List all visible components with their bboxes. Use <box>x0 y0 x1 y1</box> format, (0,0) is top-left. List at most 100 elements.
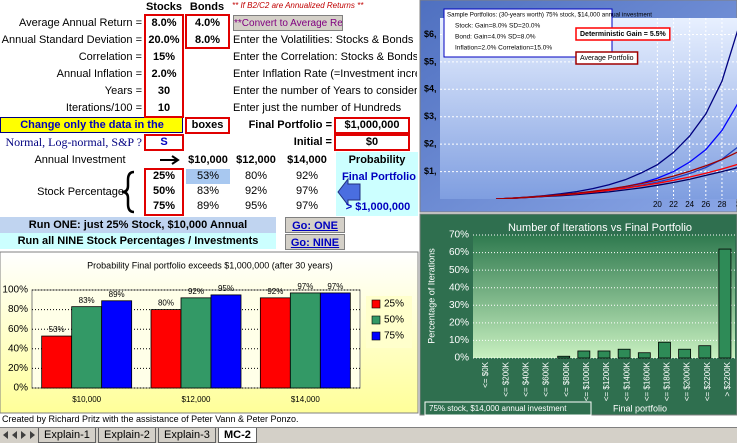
go-nine-button[interactable]: Go: NINE <box>285 234 345 250</box>
tab-nav[interactable] <box>0 428 38 442</box>
change-note-bg <box>0 117 183 133</box>
input-cell: 30 <box>157 85 171 97</box>
chart-title: Number of Iterations vs Final Portfolio <box>508 222 692 234</box>
bar <box>718 248 732 359</box>
bar <box>577 350 591 359</box>
legend <box>366 296 412 348</box>
final-value: $1,000,000 <box>344 119 400 131</box>
legend-box <box>575 51 639 65</box>
dist-value: S <box>160 136 168 148</box>
final-label: Final Portfolio = <box>248 119 332 131</box>
run-one-bg <box>0 217 276 233</box>
x-tick-label: $12,000 <box>182 395 211 404</box>
input-box <box>144 14 184 118</box>
input-cell: 2.0% <box>151 68 177 80</box>
legend-label: 75% <box>384 331 404 342</box>
y-tick-label: 0% <box>455 353 470 364</box>
note: ** If B2/C2 are Annualized Returns ** <box>232 1 364 10</box>
input-cell: 8.0% <box>151 17 177 29</box>
probability: 89% <box>196 200 220 212</box>
sheet-tab[interactable]: Explain-3 <box>158 428 216 443</box>
input-box <box>185 14 230 49</box>
input-cell: 15% <box>152 51 176 63</box>
row-label: Years = <box>104 85 142 97</box>
highlight-cell <box>186 169 230 184</box>
dist-label: Normal, Log-normal, S&P ? <box>5 135 142 149</box>
y-tick-label: $3, <box>424 111 437 121</box>
chart-area <box>419 0 737 213</box>
y-tick-label: 40% <box>8 343 28 354</box>
go-one-button[interactable]: Go: ONE <box>285 217 345 233</box>
value-label: 89% <box>109 290 125 299</box>
legend-label: Deterministic Gain = 5.5% <box>580 31 667 38</box>
row-label: Annual Inflation = <box>56 68 142 80</box>
line <box>495 151 737 199</box>
run-one-label: Run ONE: just 25% Stock, $10,000 Annual <box>28 219 248 231</box>
x-tick-label: $10,000 <box>72 395 101 404</box>
change-note: Change only the data in the <box>20 119 164 131</box>
investment: $12,000 <box>236 154 276 166</box>
legend-label: 50% <box>384 315 404 326</box>
column-header: Bonds <box>189 1 225 13</box>
arrow <box>160 155 180 165</box>
plot-area <box>31 289 361 389</box>
y-tick-label: $2, <box>424 139 437 149</box>
bar <box>259 297 291 389</box>
y-axis-label: Percentage of Iterations <box>426 248 436 344</box>
investment-label: Annual Investment <box>34 154 126 166</box>
x-tick-label: <= $1400K <box>622 361 631 401</box>
bar <box>210 294 242 389</box>
sheet-tab[interactable]: MC-2 <box>218 428 257 443</box>
hint: Enter the Volatilities: Stocks & Bonds <box>233 34 414 46</box>
probability: 97% <box>295 185 319 197</box>
hint: Enter Inflation Rate (=Investment increa… <box>233 68 417 80</box>
annotation: Stock: Gain=8.0% SD=20.0% <box>455 23 540 30</box>
row-label: Average Annual Return = <box>18 17 142 29</box>
sheet-tab[interactable]: Explain-2 <box>98 428 156 443</box>
input-box <box>334 117 410 134</box>
x-tick-label: $14,000 <box>291 395 320 404</box>
legend-label: Average Portfolio <box>580 55 634 62</box>
probability-label: Probability <box>348 154 406 166</box>
brace <box>121 170 135 214</box>
x-tick-label: 24 <box>685 200 694 209</box>
x-tick-label: <= $600K <box>542 361 551 396</box>
run-nine-label: Run all NINE Stock Percentages / Investm… <box>17 235 259 247</box>
sheet-shapes <box>121 155 361 214</box>
sheet-tabs: Explain-1 Explain-2 Explain-3 MC-2 <box>0 427 737 443</box>
value-label: 95% <box>218 284 234 293</box>
hint: Enter the Correlation: Stocks & Bonds <box>233 51 417 63</box>
annotation: Sample Portfolios: (30-years worth) 75% … <box>447 12 652 19</box>
input-cell: 10 <box>157 102 171 114</box>
y-tick-label: 70% <box>449 230 469 241</box>
line <box>495 167 737 199</box>
bar <box>557 355 571 359</box>
input-cell: 4.0% <box>194 17 221 29</box>
value-label: 80% <box>158 299 174 308</box>
y-tick-label: 50% <box>449 265 469 276</box>
legend-swatch <box>371 331 381 341</box>
credit: Created by Richard Pritz with the assist… <box>2 414 299 424</box>
y-tick-label: 60% <box>449 247 469 258</box>
y-tick-label: $6, <box>424 29 437 39</box>
legend-label: 25% <box>384 299 404 310</box>
bar <box>637 352 651 359</box>
hint: Enter just the number of Hundreds <box>233 102 402 114</box>
input-cell: 20.0% <box>148 34 180 46</box>
bar <box>289 292 321 389</box>
sheet-tab[interactable]: Explain-1 <box>38 428 96 443</box>
value-label: 97% <box>297 282 313 291</box>
x-tick-label: <= $1000K <box>582 361 591 401</box>
convert-button[interactable]: **Convert to Average Returns** <box>233 15 343 31</box>
bar <box>150 309 182 389</box>
stock-pct: 75% <box>152 200 176 212</box>
y-tick-label: 100% <box>2 285 28 296</box>
probability: 92% <box>295 170 319 182</box>
bar <box>597 350 611 359</box>
row-label: Correlation = <box>78 51 142 63</box>
value-label: 83% <box>79 296 95 305</box>
final-portfolio-label: Final Portfolio <box>342 171 416 183</box>
row-label: Annual Standard Deviation = <box>1 34 142 46</box>
legend-swatch <box>371 315 381 325</box>
run-nine-bg <box>0 233 276 249</box>
